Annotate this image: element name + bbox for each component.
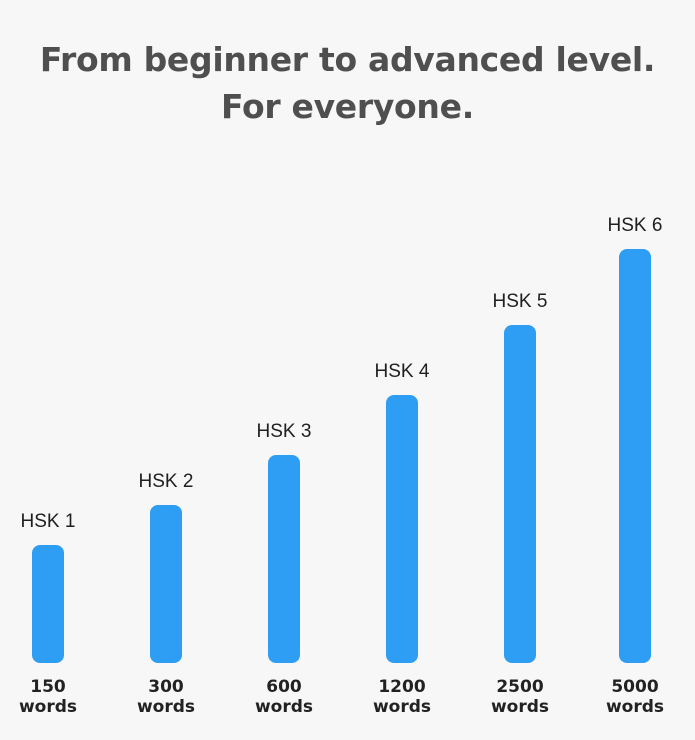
category-label: HSK 5 — [493, 291, 548, 312]
category-label: HSK 6 — [608, 215, 663, 236]
value-label: 600 — [266, 677, 302, 697]
value-unit-label: words — [606, 697, 664, 717]
value-label: 5000 — [611, 677, 658, 697]
title-line-2: For everyone. — [221, 87, 474, 126]
value-label: 300 — [148, 677, 184, 697]
bar-6 — [619, 249, 651, 663]
bar-3 — [268, 455, 300, 663]
category-label: HSK 3 — [257, 421, 312, 442]
value-unit-label: words — [255, 697, 313, 717]
value-unit-label: words — [137, 697, 195, 717]
bar-4 — [386, 395, 418, 663]
bar-5 — [504, 325, 536, 663]
chart-title: From beginner to advanced level. For eve… — [0, 36, 695, 130]
value-label: 2500 — [496, 677, 543, 697]
value-label: 1200 — [378, 677, 425, 697]
value-unit-label: words — [491, 697, 549, 717]
bar-2 — [150, 505, 182, 663]
bar-1 — [32, 545, 64, 663]
value-label: 150 — [30, 677, 66, 697]
category-label: HSK 1 — [21, 511, 76, 532]
value-unit-label: words — [19, 697, 77, 717]
category-label: HSK 2 — [139, 471, 194, 492]
value-unit-label: words — [373, 697, 431, 717]
title-line-1: From beginner to advanced level. — [39, 40, 656, 79]
category-label: HSK 4 — [375, 361, 430, 382]
